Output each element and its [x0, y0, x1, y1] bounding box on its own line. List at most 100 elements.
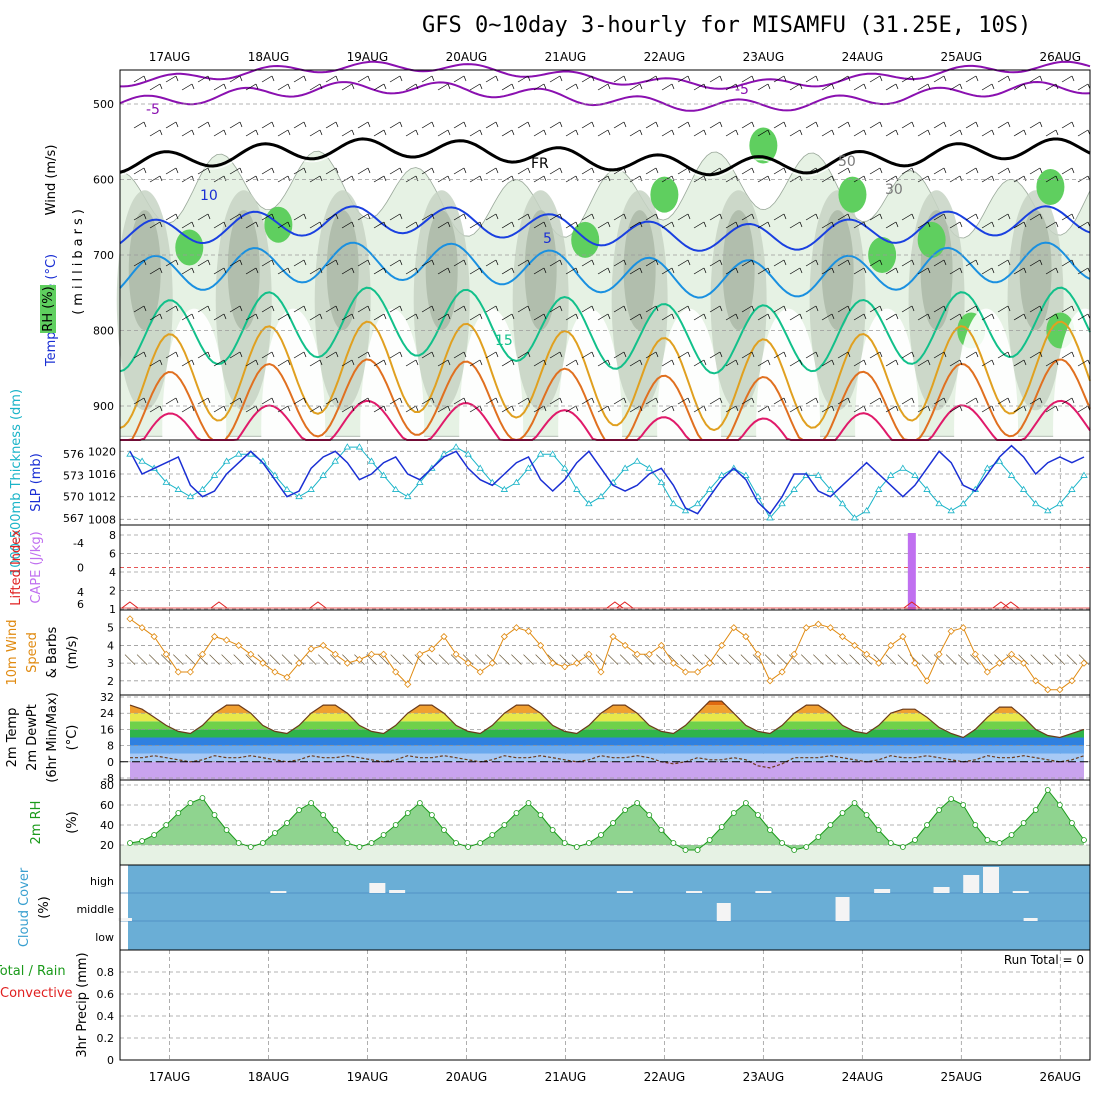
- rh2m-point: [477, 840, 484, 846]
- wind-barb: [1054, 654, 1066, 665]
- wind-barb: [847, 75, 851, 82]
- wind-barb: [351, 83, 355, 90]
- wind-barb: [527, 75, 531, 82]
- wind-barb: [799, 221, 803, 228]
- wind-barb: [421, 351, 433, 359]
- wind-barb: [693, 83, 705, 91]
- wind-barb: [207, 305, 211, 312]
- wind-barb: [389, 397, 401, 405]
- li-tick: 4: [77, 586, 84, 599]
- temp-band: [130, 713, 1084, 722]
- rh2m-point: [151, 832, 158, 838]
- wind-speed-point: [850, 641, 859, 649]
- wind-barb: [527, 167, 531, 174]
- wind-barb: [255, 175, 259, 182]
- wind-barb: [1039, 167, 1043, 174]
- wind-barb: [607, 83, 611, 90]
- wind-barb: [383, 313, 387, 320]
- wind-barb: [815, 397, 819, 404]
- wind-barb: [991, 83, 995, 90]
- wind-barb: [885, 313, 897, 321]
- wind-barb: [373, 175, 385, 183]
- wind-barb: [575, 267, 579, 274]
- wind-barb: [319, 221, 323, 228]
- wind-barb: [927, 129, 931, 136]
- wind-barb: [383, 405, 387, 412]
- wind-barb: [415, 221, 419, 228]
- wind-barb: [581, 167, 593, 175]
- wind-barb: [709, 121, 721, 129]
- wind-barb: [405, 405, 417, 413]
- wind-barb: [927, 221, 931, 228]
- wind-barb: [149, 405, 161, 413]
- rh2m-line: [129, 789, 1085, 851]
- wind-barb: [239, 397, 243, 404]
- thickness-point: [524, 464, 533, 471]
- wind-barb: [543, 405, 547, 412]
- wind-barb: [197, 654, 208, 665]
- wind-speed-point: [404, 680, 412, 688]
- wind-barb: [1013, 129, 1025, 137]
- wind-barb: [143, 75, 147, 82]
- wind-barb: [655, 75, 659, 82]
- thickness-point: [778, 499, 786, 507]
- wind-barb: [149, 129, 161, 137]
- wind-speed-point: [307, 645, 315, 653]
- rh2m-point: [465, 844, 472, 850]
- cloud-high-bar: [933, 887, 950, 893]
- wind-barb: [773, 305, 785, 313]
- rh2m-point: [223, 827, 230, 833]
- wind-barb: [357, 259, 369, 267]
- wind-barb: [773, 213, 785, 221]
- wind-barb: [133, 167, 145, 175]
- wind-barb: [367, 397, 371, 404]
- thickness-point: [850, 514, 859, 521]
- thickness-tick: 576: [63, 448, 84, 461]
- wind-barb: [885, 129, 897, 137]
- wind-speed-point: [150, 632, 158, 641]
- wind-barb: [367, 305, 371, 312]
- wind-barb: [181, 175, 193, 183]
- wind-barb: [357, 167, 369, 175]
- wind-barb: [757, 313, 769, 321]
- wind-barb: [1055, 175, 1059, 182]
- wind-barb: [949, 221, 961, 229]
- wind-barb: [495, 351, 499, 358]
- wind-barb: [367, 167, 371, 174]
- wind-barb: [501, 313, 513, 321]
- cape-bar: [907, 533, 916, 610]
- wind-barb: [607, 267, 611, 274]
- wind-barb: [191, 313, 195, 320]
- wind-barb: [933, 259, 945, 267]
- wind-barb: [680, 654, 691, 665]
- wind-barb: [357, 397, 369, 405]
- wind-barb: [191, 221, 195, 228]
- wind-barb: [437, 221, 449, 229]
- wind-barb: [414, 654, 426, 665]
- wind-barb: [383, 129, 387, 136]
- wind-barb: [1007, 75, 1011, 82]
- wind-barb: [661, 359, 673, 367]
- wind-barb: [271, 213, 275, 220]
- wind-barb: [357, 351, 369, 359]
- wind-barb: [463, 397, 467, 404]
- wind-barb: [815, 167, 819, 174]
- wind-barb: [773, 259, 785, 267]
- wind-barb: [1071, 75, 1075, 82]
- wind-barb: [965, 259, 977, 267]
- wind-barb: [229, 213, 241, 221]
- li-line: [121, 601, 139, 609]
- rh2m-point: [368, 840, 375, 846]
- wind-barb: [511, 359, 515, 366]
- wind-barb: [879, 213, 883, 220]
- temp-tick: 0: [107, 756, 114, 769]
- thickness-point: [1068, 485, 1076, 492]
- dry-dome: [855, 308, 920, 549]
- wind-speed-point: [283, 673, 291, 681]
- wind-barb: [559, 213, 563, 220]
- wind-barb: [1013, 405, 1025, 413]
- wind-barb: [581, 121, 593, 129]
- wind-barb: [821, 129, 833, 137]
- wind-barb: [229, 167, 241, 175]
- wind-barb: [415, 405, 419, 412]
